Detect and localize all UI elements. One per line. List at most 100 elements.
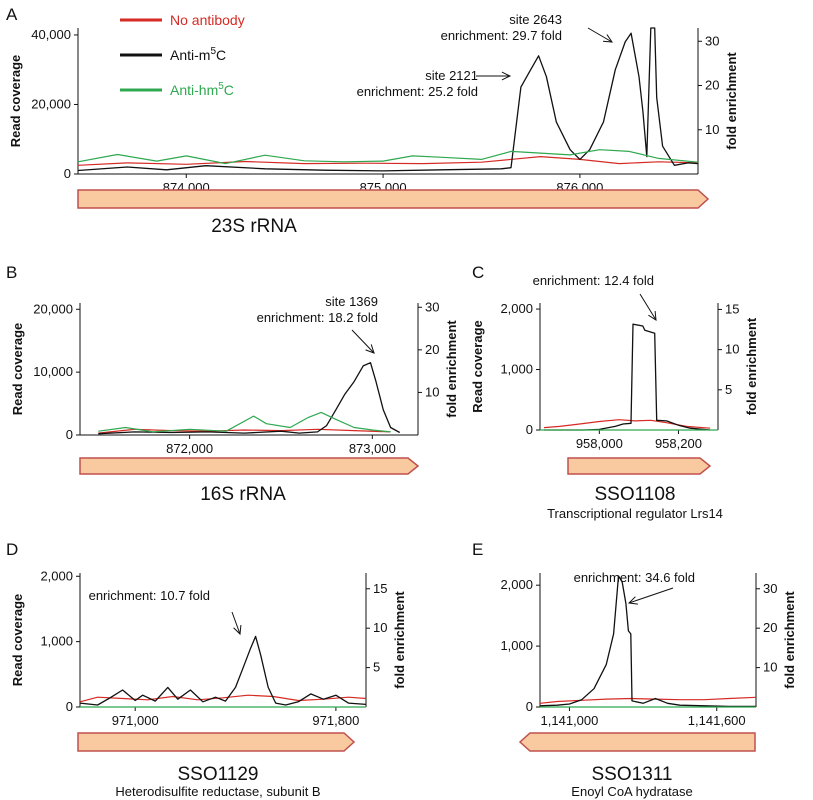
annotation-arrow [351, 329, 375, 354]
annotation-text: enrichment: 18.2 fold [257, 310, 378, 325]
annotation-arrowhead [233, 624, 242, 636]
y2-axis-title: fold enrichment [392, 591, 407, 689]
y-axis-title: Read coverage [470, 320, 485, 413]
gene-name: SSO1311 [592, 764, 673, 785]
annotation-arrowhead [602, 34, 613, 43]
legend: No antibody Anti-m5C Anti-hm5C [120, 12, 245, 98]
legend-label-anti-m5c: Anti-m5C [170, 46, 226, 63]
annotation-text: site 1369 [325, 294, 378, 309]
annotation-arrowhead [648, 310, 657, 321]
panel-letter-b: B [6, 263, 17, 282]
annotation-arrow [587, 27, 613, 43]
gene-arrow [567, 457, 712, 475]
gene-name: 16S rRNA [200, 484, 286, 505]
y-axis-title: Read coverage [10, 323, 25, 416]
x-tick-label: 1,141,600 [688, 713, 746, 728]
panel-b: B 0 10,000 20,000 10 20 30 872,000 873,000 Read c… [6, 263, 459, 505]
y-tick-label: 2,000 [500, 301, 533, 316]
y2-tick-label: 30 [425, 299, 439, 314]
panel-letter-d: D [6, 540, 18, 559]
annotation-arrow [231, 611, 241, 635]
panel-letter-c: C [472, 263, 484, 282]
y-tick-label: 0 [526, 699, 533, 714]
y-tick-label: 1,000 [500, 638, 533, 653]
gene-arrow [79, 457, 420, 475]
y-tick-label: 0 [64, 166, 71, 181]
annotation-text: enrichment: 12.4 fold [533, 273, 654, 288]
x-tick-label: 971,800 [312, 713, 359, 728]
y2-tick-label: 5 [725, 382, 732, 397]
gene-arrow [77, 189, 710, 209]
y2-tick-label: 20 [763, 620, 777, 635]
gene-description: Transcriptional regulator Lrs14 [547, 506, 723, 521]
gene-name: SSO1129 [178, 764, 259, 785]
panel-e: E 0 1,000 2,000 10 20 30 1,141,000 1,141,600 fold… [472, 540, 797, 799]
x-tick-label: 958,000 [576, 436, 623, 451]
series-line-anti-m5c [539, 575, 756, 708]
annotation-arrowhead [365, 344, 375, 354]
series-line-no-antibody [98, 428, 391, 434]
y2-tick-label: 5 [373, 660, 380, 675]
annotation-text: enrichment: 10.7 fold [89, 588, 210, 603]
y-tick-label: 20,000 [31, 96, 71, 111]
series-line-anti-m5c [79, 635, 367, 706]
series-line-anti-hm5c [98, 411, 391, 433]
panel-d: D 0 1,000 2,000 5 10 15 971,000 971,800 Read cove… [6, 540, 407, 799]
y2-axis-title: fold enrichment [724, 52, 739, 150]
y2-tick-label: 15 [725, 301, 739, 316]
y2-tick-label: 30 [705, 33, 719, 48]
x-tick-label: 872,000 [166, 441, 213, 456]
y-tick-label: 1,000 [500, 362, 533, 377]
gene-description: Enoyl CoA hydratase [571, 784, 692, 799]
y2-tick-label: 20 [425, 342, 439, 357]
series-line-anti-m5c [544, 323, 711, 431]
annotation-text: site 2121 [425, 68, 478, 83]
y2-tick-label: 10 [373, 620, 387, 635]
y2-tick-label: 10 [763, 660, 777, 675]
series-line-anti-m5c [98, 362, 401, 435]
annotation-arrow [639, 293, 657, 321]
y-tick-label: 0 [526, 422, 533, 437]
annotation-text: enrichment: 25.2 fold [357, 84, 478, 99]
y2-tick-label: 10 [425, 384, 439, 399]
panel-letter-e: E [472, 540, 483, 559]
y2-tick-label: 30 [763, 581, 777, 596]
panel-letter-a: A [6, 5, 18, 24]
gene-name: SSO1108 [595, 484, 676, 505]
y-tick-label: 10,000 [33, 364, 73, 379]
series-line-no-antibody [539, 696, 757, 704]
y2-tick-label: 20 [705, 78, 719, 93]
y-tick-label: 2,000 [40, 568, 73, 583]
gene-name: 23S rRNA [211, 216, 297, 237]
y2-axis-title: fold enrichment [782, 591, 797, 689]
y-axis-title: Read coverage [8, 55, 23, 148]
x-tick-label: 971,000 [112, 713, 159, 728]
y2-tick-label: 15 [373, 581, 387, 596]
annotation-arrowhead [501, 71, 512, 81]
series-line-anti-hm5c [77, 149, 699, 165]
gene-arrow [77, 732, 356, 752]
y2-axis-title: fold enrichment [444, 320, 459, 418]
x-tick-label: 958,200 [655, 436, 702, 451]
annotation-text: site 2643 [509, 12, 562, 27]
y2-tick-label: 10 [725, 342, 739, 357]
y-tick-label: 2,000 [500, 577, 533, 592]
gene-description: Heterodisulfite reductase, subunit B [115, 784, 320, 799]
panel-c: C 0 1,000 2,000 5 10 15 958,000 958,200 Read cove… [470, 263, 759, 521]
y2-tick-label: 10 [705, 122, 719, 137]
y-tick-label: 0 [66, 427, 73, 442]
series-line-no-antibody [77, 156, 699, 166]
y2-axis-title: fold enrichment [744, 317, 759, 415]
x-tick-label: 873,000 [349, 441, 396, 456]
y-tick-label: 40,000 [31, 27, 71, 42]
y-tick-label: 1,000 [40, 634, 73, 649]
annotation-text: enrichment: 34.6 fold [574, 570, 695, 585]
y-axis-title: Read coverage [10, 594, 25, 687]
gene-arrow [518, 732, 756, 752]
annotation-arrowhead [627, 596, 638, 605]
y-tick-label: 0 [66, 699, 73, 714]
legend-label-no-antibody: No antibody [170, 12, 245, 28]
